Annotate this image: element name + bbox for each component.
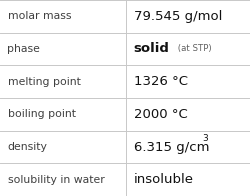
- Text: 3: 3: [202, 134, 208, 143]
- Text: 2000 °C: 2000 °C: [134, 108, 188, 121]
- Text: solubility in water: solubility in water: [8, 175, 104, 185]
- Text: 6.315 g/cm: 6.315 g/cm: [134, 141, 209, 153]
- Text: 1326 °C: 1326 °C: [134, 75, 188, 88]
- Text: molar mass: molar mass: [8, 11, 71, 21]
- Text: insoluble: insoluble: [134, 173, 194, 186]
- Text: phase: phase: [8, 44, 40, 54]
- Text: boiling point: boiling point: [8, 109, 76, 119]
- Text: (at STP): (at STP): [175, 44, 212, 54]
- Text: 79.545 g/mol: 79.545 g/mol: [134, 10, 222, 23]
- Text: melting point: melting point: [8, 77, 81, 87]
- Text: density: density: [8, 142, 48, 152]
- Text: solid: solid: [134, 43, 170, 55]
